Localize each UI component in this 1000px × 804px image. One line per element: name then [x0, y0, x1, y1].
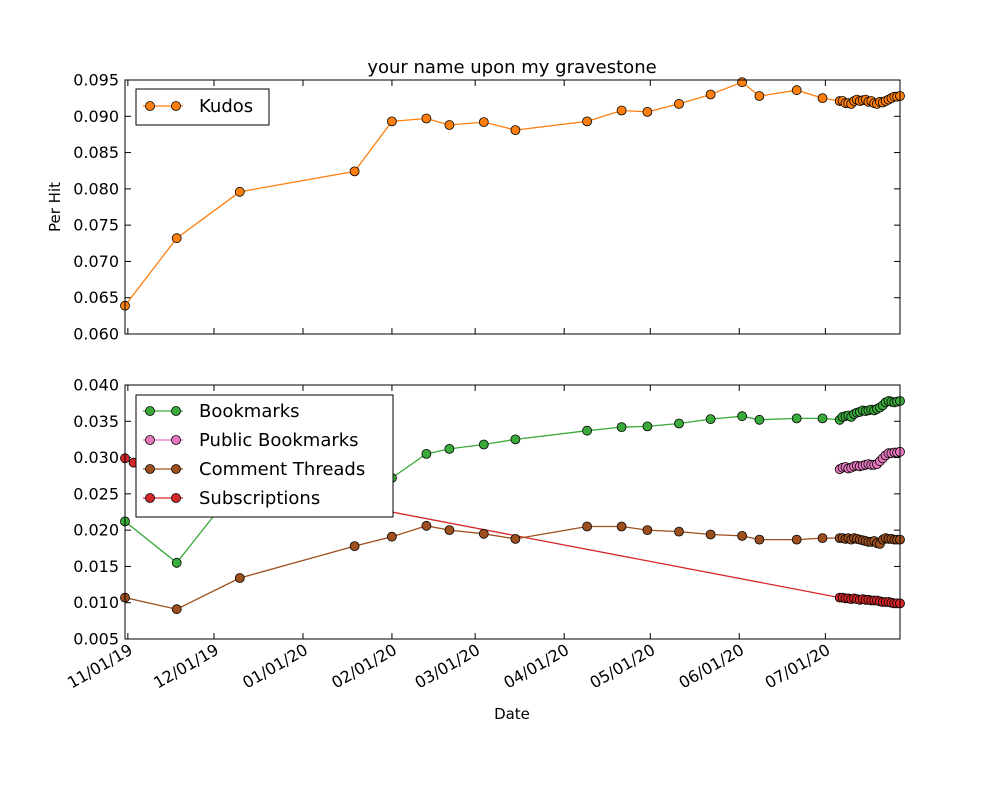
data-point-comment-threads [616, 521, 627, 532]
data-point-bookmarks [478, 439, 489, 450]
y-tick-label: 0.035 [73, 412, 119, 431]
legend-bookmarks-marker [171, 406, 181, 416]
data-point-bookmarks [642, 421, 653, 432]
data-point-comment-threads [754, 534, 765, 545]
legend-kudos-label: Kudos [199, 96, 253, 117]
data-point-comment-threads [349, 541, 360, 551]
data-point-kudos [674, 99, 684, 109]
data-point-comment-threads [582, 521, 592, 532]
engagement-axes-frame [124, 384, 901, 640]
legend-subscriptions-marker [145, 493, 155, 503]
data-point-comment-threads [444, 525, 455, 535]
kudos-series-layer [120, 77, 905, 311]
data-point-bookmarks [737, 411, 747, 422]
chart-title: your name upon my gravestone [367, 57, 656, 78]
data-point-kudos [817, 93, 828, 103]
y-tick-label: 0.070 [73, 252, 119, 271]
x-axis-label: Date [494, 705, 530, 723]
data-point-bookmarks [754, 414, 765, 425]
data-point-bookmarks [171, 557, 182, 568]
y-tick-label: 0.075 [73, 216, 119, 235]
legend-public-bookmarks-marker [145, 435, 155, 445]
data-point-bookmarks [817, 413, 828, 424]
y-tick-label: 0.020 [73, 521, 119, 540]
legend-subscriptions-marker [171, 493, 181, 503]
kudos-panel: your name upon my gravestone 0.0600.0650… [46, 57, 905, 344]
kudos-axes-frame [124, 79, 901, 335]
y-tick-label: 0.090 [73, 107, 119, 126]
data-point-comment-threads [234, 573, 245, 583]
y-tick-label: 0.080 [73, 179, 119, 198]
legend-public-bookmarks-label: Public Bookmarks [199, 430, 359, 451]
y-tick-label: 0.030 [73, 448, 119, 467]
data-point-bookmarks [510, 434, 521, 445]
data-point-comment-threads [705, 529, 716, 540]
engagement-legend: Bookmarks Public Bookmarks Comment Threa… [135, 394, 394, 518]
data-point-bookmarks [444, 443, 455, 454]
data-point-comment-threads [674, 526, 684, 537]
data-point-comment-threads [817, 533, 828, 543]
data-point-comment-threads [478, 528, 489, 539]
y-tick-label: 0.085 [73, 143, 119, 162]
data-point-comment-threads [737, 531, 747, 541]
data-point-kudos [478, 117, 489, 127]
y-tick-label: 0.065 [73, 288, 119, 307]
y-axis-label: Per Hit [46, 182, 64, 232]
data-point-kudos [386, 116, 397, 127]
data-point-kudos [582, 116, 592, 127]
legend-subscriptions-label: Subscriptions [199, 488, 320, 509]
data-point-bookmarks [791, 413, 802, 424]
y-tick-label: 0.040 [73, 376, 119, 395]
legend-bookmarks-marker [145, 406, 155, 416]
data-point-bookmarks [582, 425, 592, 436]
data-point-kudos [642, 107, 653, 117]
legend-kudos-marker [171, 101, 181, 111]
legend-public-bookmarks-marker [171, 435, 181, 445]
data-point-kudos [234, 186, 245, 197]
engagement-series-layer [120, 396, 905, 615]
y-tick-label: 0.095 [73, 71, 119, 90]
data-point-kudos [791, 85, 802, 96]
data-point-bookmarks [674, 418, 684, 429]
data-point-comment-threads [510, 534, 521, 544]
data-point-kudos [705, 89, 716, 100]
y-tick-label: 0.025 [73, 484, 119, 503]
legend-kudos-marker [145, 101, 155, 111]
y-tick-label: 0.005 [73, 630, 119, 649]
data-point-kudos [754, 91, 765, 101]
legend-bookmarks-label: Bookmarks [199, 401, 300, 422]
data-point-kudos [349, 166, 360, 177]
y-tick-label: 0.015 [73, 557, 119, 576]
data-point-kudos [421, 113, 432, 124]
data-point-kudos [444, 120, 455, 130]
legend-comment-threads-marker [171, 464, 181, 474]
kudos-legend-box [135, 88, 270, 126]
data-point-kudos [510, 125, 521, 136]
y-tick-label: 0.060 [73, 325, 119, 344]
data-point-kudos [616, 105, 627, 116]
data-point-comment-threads [171, 604, 182, 615]
data-point-bookmarks [616, 422, 627, 433]
data-point-kudos [171, 233, 182, 244]
data-point-comment-threads [642, 525, 653, 535]
y-tick-label: 0.010 [73, 593, 119, 612]
kudos-legend: Kudos [135, 88, 270, 126]
data-point-comment-threads [386, 531, 397, 542]
data-point-bookmarks [421, 448, 432, 459]
data-point-comment-threads [791, 534, 802, 545]
legend-comment-threads-label: Comment Threads [199, 459, 365, 480]
engagement-y-ticks: 0.005 0.010 0.015 0.020 0.025 0.030 0.035 0.040 [73, 376, 900, 649]
data-point-bookmarks [705, 414, 716, 425]
kudos-y-ticks: 0.060 0.065 0.070 0.075 0.080 0.085 0.090 0.095 [73, 71, 900, 344]
data-point-comment-threads [421, 520, 432, 531]
data-point-kudos [737, 77, 747, 88]
legend-comment-threads-marker [145, 464, 155, 474]
